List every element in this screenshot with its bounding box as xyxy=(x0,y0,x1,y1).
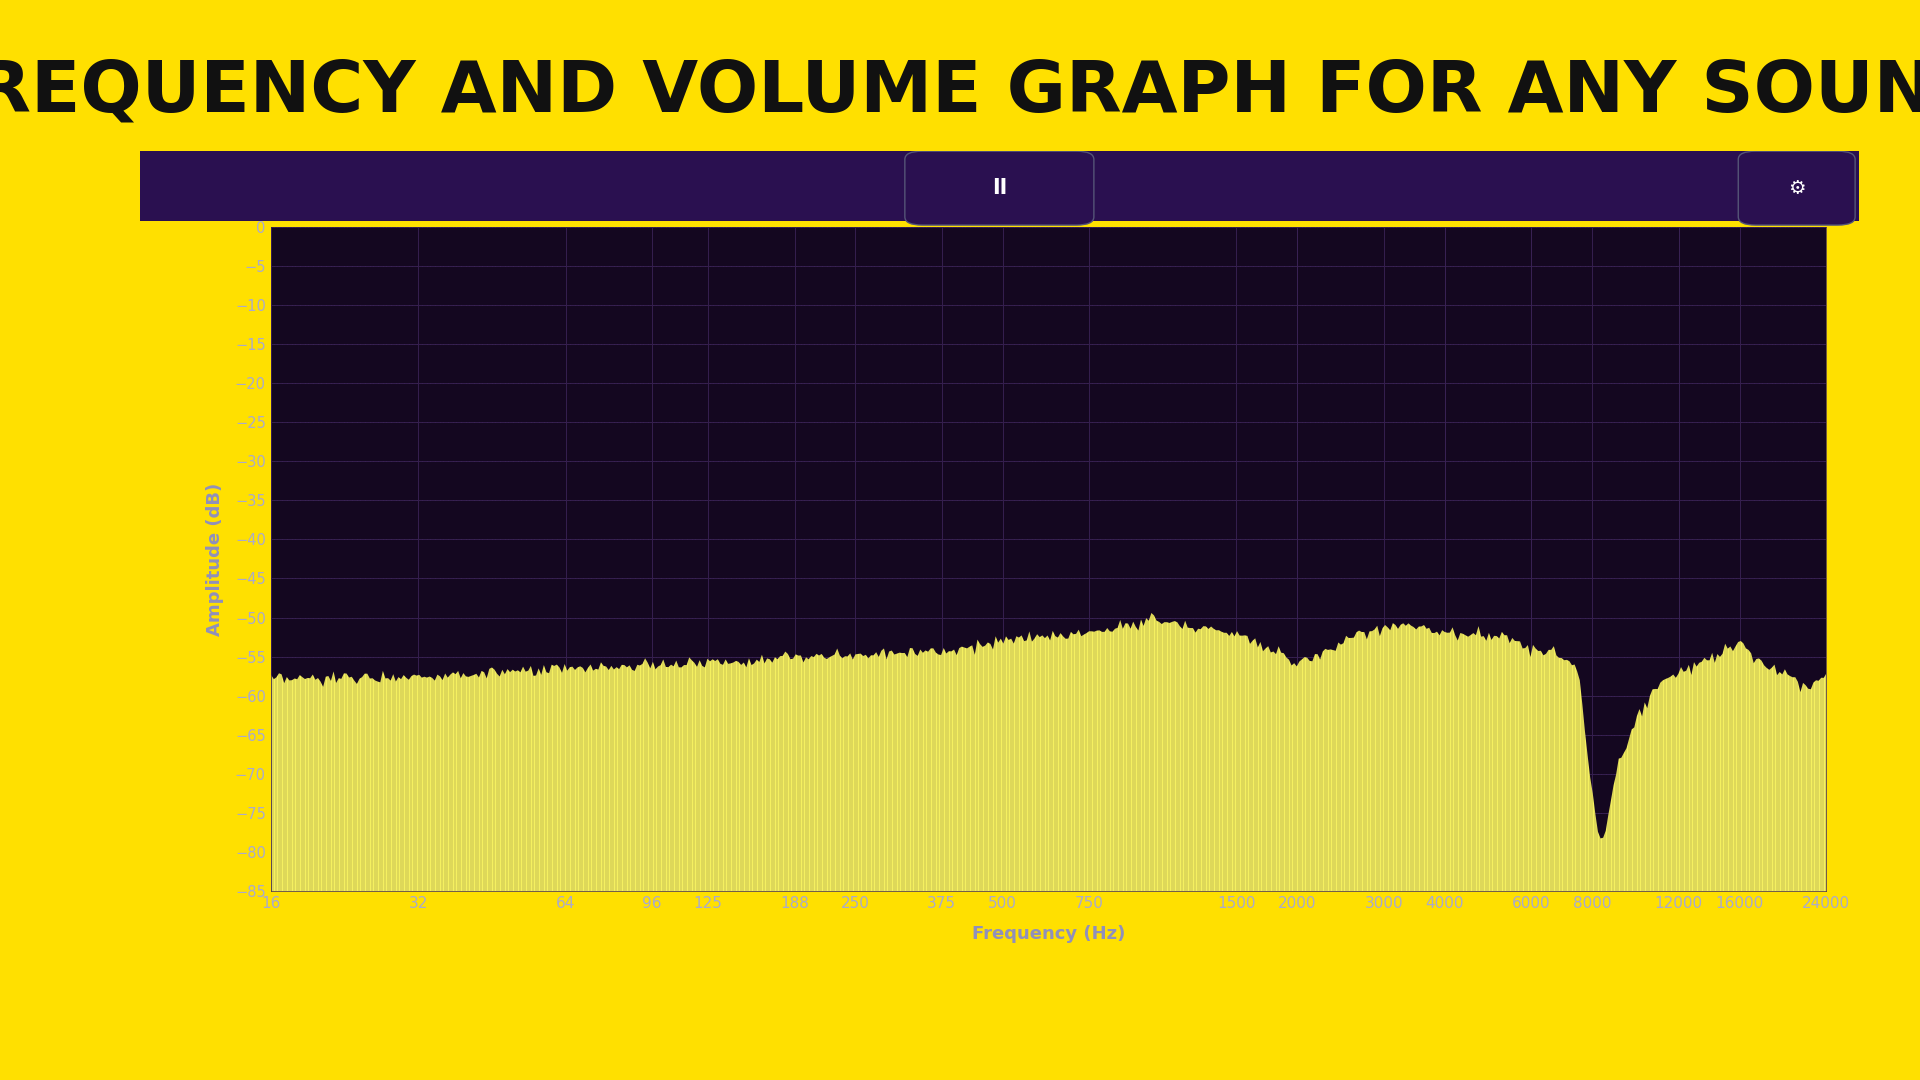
Bar xyxy=(140,151,1859,221)
FancyBboxPatch shape xyxy=(1738,151,1855,225)
Text: FREQUENCY AND VOLUME GRAPH FOR ANY SOUND: FREQUENCY AND VOLUME GRAPH FOR ANY SOUND xyxy=(0,57,1920,126)
Text: II: II xyxy=(993,178,1006,198)
Text: ⚙: ⚙ xyxy=(1788,178,1805,198)
FancyBboxPatch shape xyxy=(904,151,1094,225)
X-axis label: Frequency (Hz): Frequency (Hz) xyxy=(972,924,1125,943)
Y-axis label: Amplitude (dB): Amplitude (dB) xyxy=(205,483,225,635)
